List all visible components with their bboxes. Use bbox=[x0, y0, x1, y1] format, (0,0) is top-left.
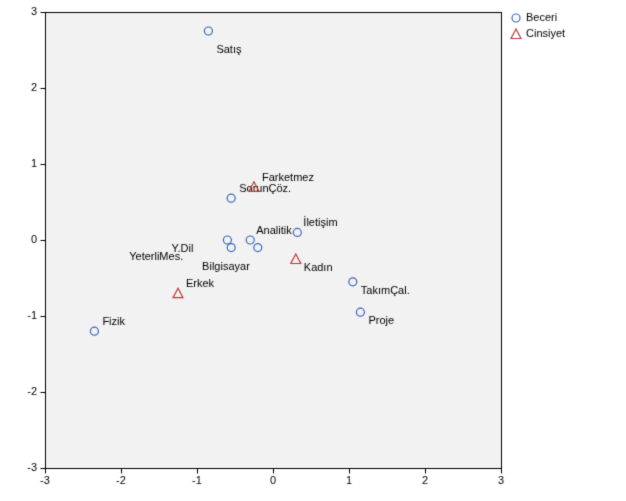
scatter-canvas bbox=[0, 0, 626, 501]
chart-container bbox=[0, 0, 626, 501]
